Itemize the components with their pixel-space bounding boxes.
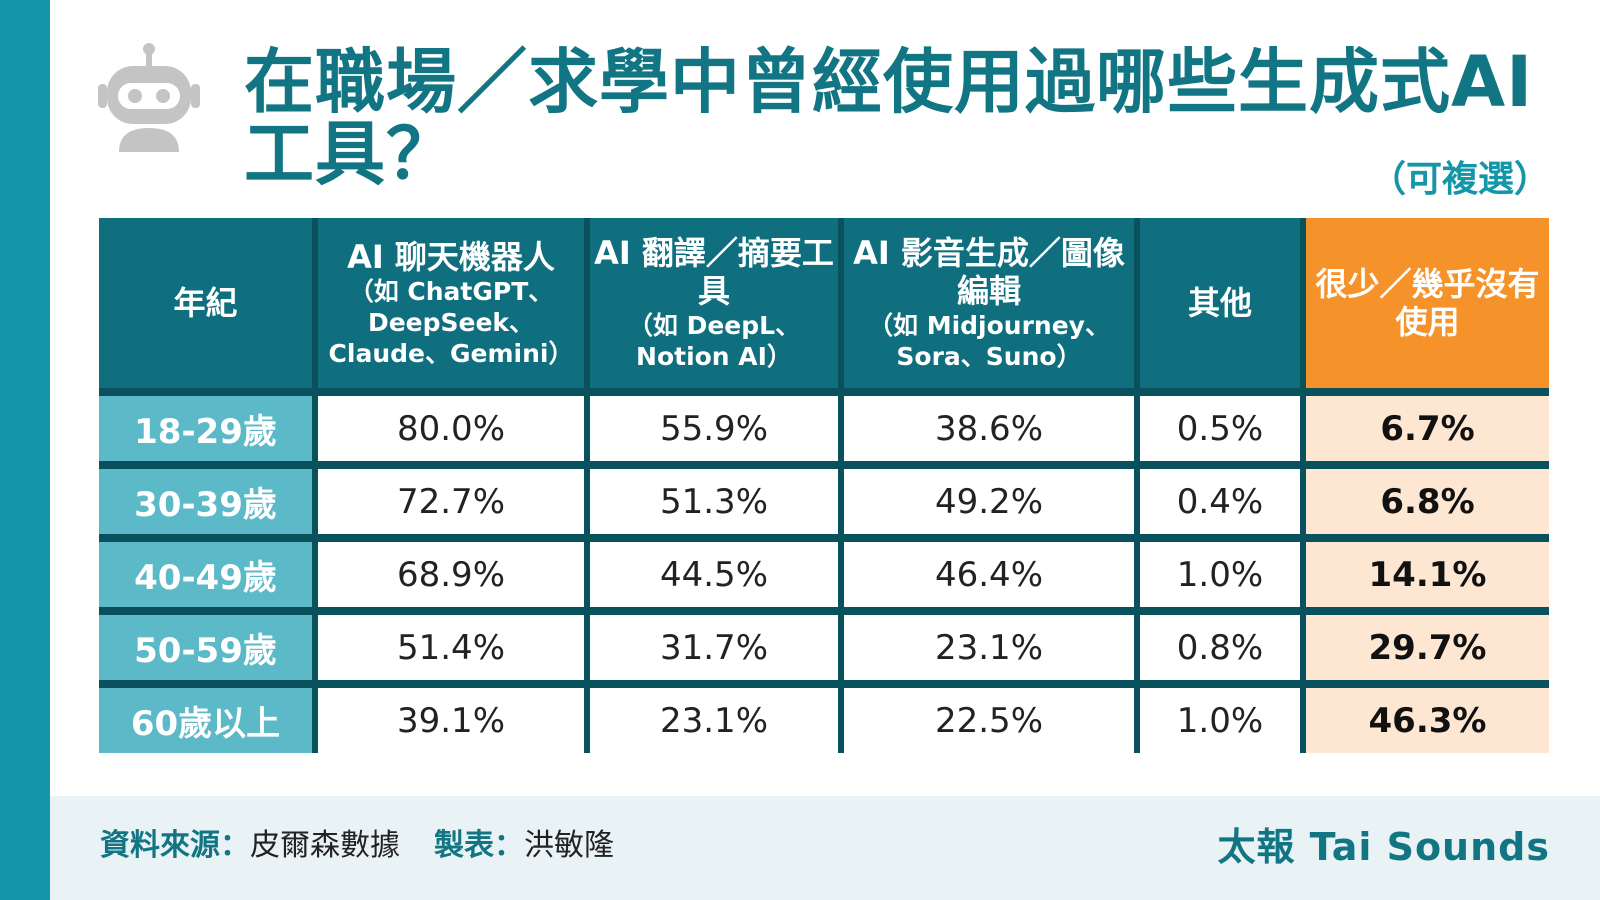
value-cell-chatbot: 68.9% (315, 538, 590, 615)
maker-value: 洪敏隆 (524, 828, 614, 863)
value-cell-rarely-used: 14.1% (1303, 538, 1549, 615)
value-cell-rarely-used: 6.8% (1303, 465, 1549, 542)
value-cell-other: 0.4% (1137, 465, 1306, 542)
value-cell-other: 0.8% (1137, 611, 1306, 688)
header-chatbot-label: AI 聊天機器人 (347, 237, 555, 276)
value-cell-media: 49.2% (841, 465, 1140, 542)
source-credit: 資料來源：皮爾森數據 製表：洪敏隆 (100, 820, 614, 864)
value-cell-rarely-used: 6.7% (1303, 392, 1549, 469)
value-cell-other: 1.0% (1137, 684, 1306, 753)
header-other-label: 其他 (1187, 284, 1252, 322)
footer: 資料來源：皮爾森數據 製表：洪敏隆 太報 Tai Sounds (50, 796, 1600, 900)
maker-label: 製表： (434, 828, 524, 863)
side-accent-bar (0, 0, 50, 900)
table-header-row: 年紀 AI 聊天機器人 （如 ChatGPT、DeepSeek、Claude、G… (99, 218, 1549, 396)
table-row: 40-49歲 68.9% 44.5% 46.4% 1.0% 14.1% (99, 538, 1549, 615)
value-cell-chatbot: 80.0% (315, 392, 590, 469)
value-cell-rarely-used: 46.3% (1303, 684, 1549, 753)
value-cell-other: 0.5% (1137, 392, 1306, 469)
header-translation-examples: （如 DeepL、Notion AI） (627, 311, 801, 371)
value-cell-media: 38.6% (841, 392, 1140, 469)
value-cell-media: 22.5% (841, 684, 1140, 753)
multiple-choice-note: （可複選） (1369, 159, 1550, 200)
age-group-cell: 30-39歲 (99, 465, 318, 542)
value-cell-chatbot: 72.7% (315, 465, 590, 542)
header-translation: AI 翻譯／摘要工具 （如 DeepL、Notion AI） (587, 218, 844, 396)
source-label: 資料來源： (100, 828, 250, 863)
age-group-cell: 18-29歲 (99, 392, 318, 469)
header-chatbot: AI 聊天機器人 （如 ChatGPT、DeepSeek、Claude、Gemi… (315, 218, 590, 396)
age-group-cell: 50-59歲 (99, 611, 318, 688)
value-cell-chatbot: 39.1% (315, 684, 590, 753)
value-cell-translation: 23.1% (587, 684, 844, 753)
header-age: 年紀 (99, 218, 318, 396)
table-row: 50-59歲 51.4% 31.7% 23.1% 0.8% 29.7% (99, 611, 1549, 688)
value-cell-rarely-used: 29.7% (1303, 611, 1549, 688)
value-cell-media: 46.4% (841, 538, 1140, 615)
header-rarely-used: 很少／幾乎沒有使用 (1303, 218, 1549, 396)
table-row: 30-39歲 72.7% 51.3% 49.2% 0.4% 6.8% (99, 465, 1549, 542)
brand-logo-text: 太報 Tai Sounds (1217, 825, 1550, 869)
source-value: 皮爾森數據 (250, 828, 400, 863)
table-row: 60歲以上 39.1% 23.1% 22.5% 1.0% 46.3% (99, 684, 1549, 753)
value-cell-chatbot: 51.4% (315, 611, 590, 688)
header-media: AI 影音生成／圖像編輯 （如 Midjourney、Sora、Suno） (841, 218, 1140, 396)
value-cell-media: 23.1% (841, 611, 1140, 688)
table-row: 18-29歲 80.0% 55.9% 38.6% 0.5% 6.7% (99, 392, 1549, 469)
value-cell-translation: 55.9% (587, 392, 844, 469)
value-cell-translation: 51.3% (587, 465, 844, 542)
age-group-cell: 40-49歲 (99, 538, 318, 615)
value-cell-other: 1.0% (1137, 538, 1306, 615)
page-title: 在職場／求學中曾經使用過哪些生成式AI工具？ (244, 41, 1534, 195)
header-age-label: 年紀 (173, 284, 238, 322)
value-cell-translation: 31.7% (587, 611, 844, 688)
header-media-examples: （如 Midjourney、Sora、Suno） (868, 311, 1110, 371)
robot-icon (98, 43, 200, 152)
header-translation-label: AI 翻譯／摘要工具 (594, 234, 834, 310)
header-chatbot-examples: （如 ChatGPT、DeepSeek、Claude、Gemini） (328, 276, 574, 368)
header-other: 其他 (1137, 218, 1306, 396)
header-rarely-used-label: 很少／幾乎沒有使用 (1315, 265, 1540, 341)
age-group-cell: 60歲以上 (99, 684, 318, 753)
value-cell-translation: 44.5% (587, 538, 844, 615)
data-table: 年紀 AI 聊天機器人 （如 ChatGPT、DeepSeek、Claude、G… (99, 218, 1549, 753)
header-media-label: AI 影音生成／圖像編輯 (853, 234, 1125, 310)
